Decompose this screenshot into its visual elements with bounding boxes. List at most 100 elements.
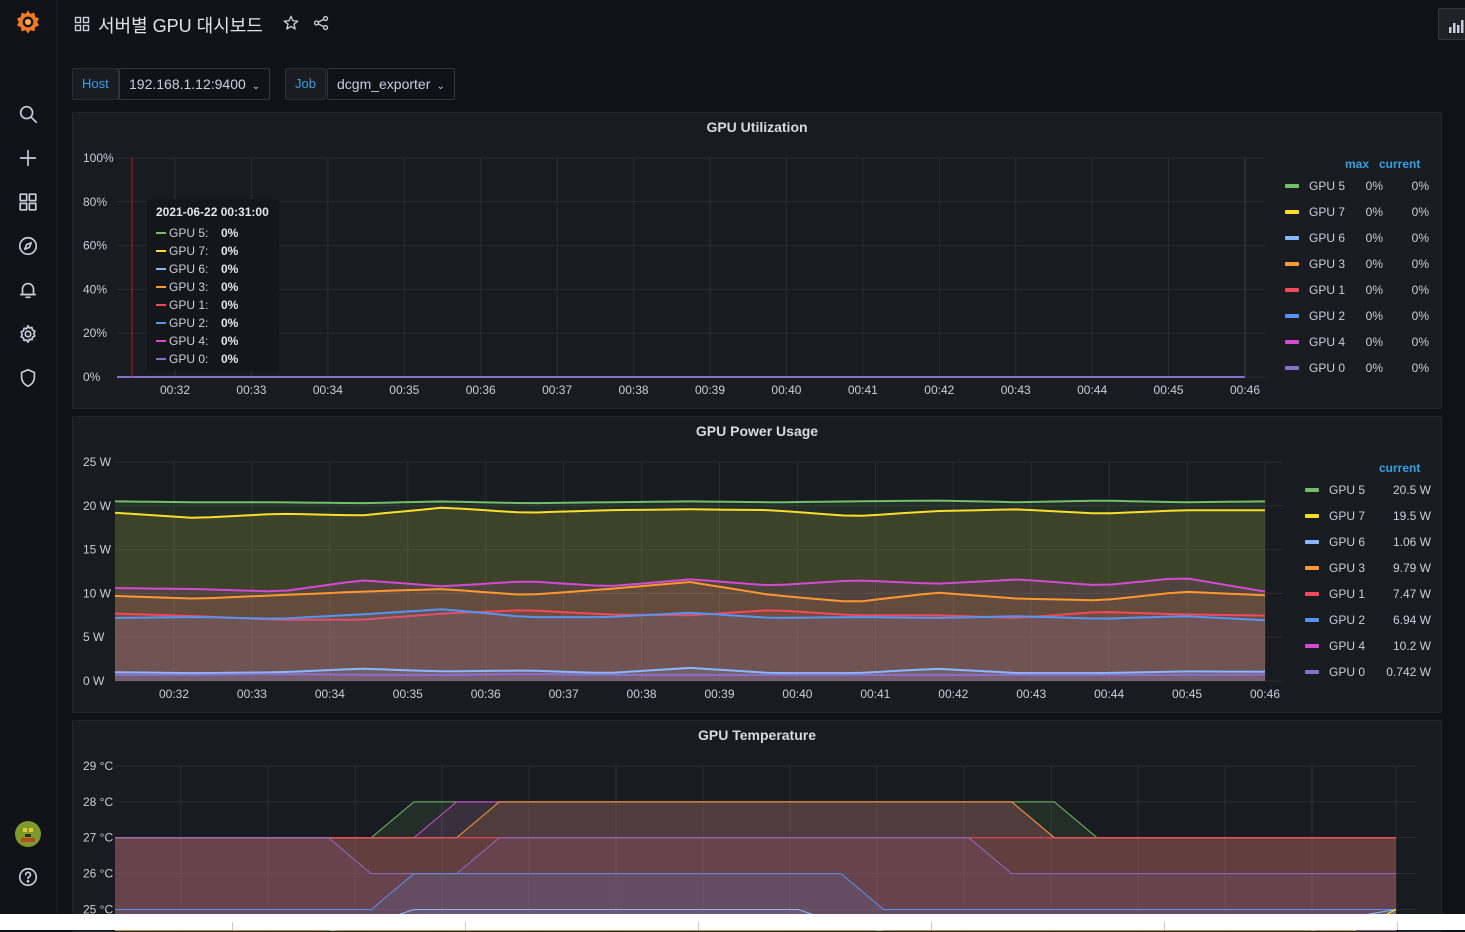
legend-item[interactable]: GPU 0 0% 0%	[1285, 355, 1429, 381]
panel-title[interactable]: GPU Utilization	[706, 119, 808, 135]
legend-series-name[interactable]: GPU 7	[1309, 205, 1346, 219]
avatar[interactable]	[14, 820, 42, 848]
legend-color-swatch[interactable]	[1285, 210, 1299, 214]
legend-header-current[interactable]: current	[1379, 461, 1421, 475]
tooltip-value: 0%	[221, 316, 239, 330]
y-tick-label: 26 °C	[83, 867, 113, 881]
temperature-chart[interactable]: 25 °C 26 °C 27 °C 28 °C 29 °C	[73, 721, 1441, 931]
legend-color-swatch[interactable]	[1285, 236, 1299, 240]
legend-current-value: 0%	[1411, 231, 1429, 245]
legend-series-name[interactable]: GPU 7	[1329, 509, 1366, 523]
x-tick-label: 00:41	[860, 687, 890, 701]
legend-series-name[interactable]: GPU 5	[1329, 483, 1366, 497]
legend-current-value: 0%	[1411, 283, 1429, 297]
panel-gpu-power-usage[interactable]: 0 W 5 W 10 W 15 W 20 W 25 W 00:32 00:33 00:34 00:…	[72, 416, 1442, 713]
y-tick-label: 25 W	[83, 455, 112, 469]
legend-header-max[interactable]: max	[1345, 157, 1370, 171]
tooltip-row: GPU 7: 0%	[156, 244, 238, 258]
utilization-legend: GPU 5 0% 0% GPU 7 0% 0% GPU 6 0% 0% GPU 3 0% 0% GPU …	[1285, 173, 1430, 385]
legend-color-swatch[interactable]	[1305, 540, 1319, 544]
legend-color-swatch[interactable]	[1285, 340, 1299, 344]
legend-series-name[interactable]: GPU 3	[1329, 561, 1366, 575]
help-icon[interactable]	[14, 863, 42, 891]
plus-icon[interactable]	[14, 144, 42, 172]
legend-color-swatch[interactable]	[1305, 514, 1319, 518]
legend-item[interactable]: GPU 0 0.742 W	[1305, 659, 1431, 685]
alerting-bell-icon[interactable]	[14, 276, 42, 304]
panel-title[interactable]: GPU Power Usage	[695, 423, 819, 439]
legend-item[interactable]: GPU 3 9.79 W	[1305, 555, 1431, 581]
tooltip-swatch	[156, 322, 166, 324]
legend-item[interactable]: GPU 2 0% 0%	[1285, 303, 1429, 329]
tooltip-row: GPU 6: 0%	[156, 262, 238, 276]
panel-title[interactable]: GPU Temperature	[698, 727, 816, 743]
panel-gpu-utilization[interactable]: 0% 20% 40% 60% 80% 100% 00:32 00:33 00:34 00:35 00…	[72, 112, 1442, 409]
tooltip-series-name: GPU 1:	[169, 298, 209, 312]
search-icon[interactable]	[14, 100, 42, 128]
legend-color-swatch[interactable]	[1285, 262, 1299, 266]
legend-color-swatch[interactable]	[1305, 488, 1319, 492]
legend-item[interactable]: GPU 7 19.5 W	[1305, 503, 1431, 529]
legend-color-swatch[interactable]	[1305, 592, 1319, 596]
legend-color-swatch[interactable]	[1305, 670, 1319, 674]
panel-gpu-temperature[interactable]: 25 °C 26 °C 27 °C 28 °C 29 °C GPU Temperatur…	[72, 720, 1442, 932]
dashboard-navbar: 서버별 GPU 대시보드	[56, 0, 1465, 48]
legend-item[interactable]: GPU 7 0% 0%	[1285, 199, 1429, 225]
utilization-chart[interactable]: 0% 20% 40% 60% 80% 100% 00:32 00:33 00:34 00:35 00…	[73, 113, 1441, 408]
grafana-logo-icon[interactable]	[14, 8, 42, 36]
dashboards-icon[interactable]	[14, 188, 42, 216]
legend-series-name[interactable]: GPU 4	[1309, 335, 1346, 349]
legend-item[interactable]: GPU 3 0% 0%	[1285, 251, 1429, 277]
legend-series-name[interactable]: GPU 2	[1329, 613, 1366, 627]
legend-series-name[interactable]: GPU 4	[1329, 639, 1366, 653]
legend-color-swatch[interactable]	[1305, 618, 1319, 622]
job-variable-value: dcgm_exporter	[337, 76, 431, 92]
legend-series-name[interactable]: GPU 2	[1309, 309, 1346, 323]
legend-color-swatch[interactable]	[1305, 644, 1319, 648]
legend-item[interactable]: GPU 4 10.2 W	[1305, 633, 1431, 659]
legend-series-name[interactable]: GPU 0	[1309, 361, 1346, 375]
legend-item[interactable]: GPU 1 0% 0%	[1285, 277, 1429, 303]
series-line	[115, 873, 1396, 910]
settings-gear-icon[interactable]	[14, 320, 42, 348]
legend-item[interactable]: GPU 4 0% 0%	[1285, 329, 1429, 355]
series-area	[115, 507, 1265, 681]
legend-series-name[interactable]: GPU 6	[1329, 535, 1366, 549]
legend-series-name[interactable]: GPU 0	[1329, 665, 1366, 679]
host-variable-select[interactable]: 192.168.1.12:9400 ⌄	[119, 68, 271, 100]
bar-chart-icon	[1449, 20, 1464, 33]
legend-header-current[interactable]: current	[1379, 157, 1421, 171]
legend-item[interactable]: GPU 2 6.94 W	[1305, 607, 1431, 633]
tooltip-row: GPU 1: 0%	[156, 298, 238, 312]
job-variable-select[interactable]: dcgm_exporter ⌄	[327, 68, 455, 100]
legend-series-name[interactable]: GPU 1	[1329, 587, 1366, 601]
legend-series-name[interactable]: GPU 3	[1309, 257, 1346, 271]
legend-item[interactable]: GPU 6 1.06 W	[1305, 529, 1431, 555]
dashboard-title[interactable]: 서버별 GPU 대시보드	[98, 16, 263, 36]
add-panel-button[interactable]	[1438, 8, 1465, 40]
tooltip-row: GPU 5: 0%	[156, 226, 238, 240]
series-line	[114, 499, 1266, 505]
legend-series-name[interactable]: GPU 5	[1309, 179, 1346, 193]
legend-color-swatch[interactable]	[1285, 184, 1299, 188]
legend-color-swatch[interactable]	[1285, 314, 1299, 318]
legend-item[interactable]: GPU 1 7.47 W	[1305, 581, 1431, 607]
tooltip-series-name: GPU 6:	[169, 262, 209, 276]
x-tick-label: 00:39	[704, 687, 734, 701]
shield-icon[interactable]	[14, 364, 42, 392]
star-icon[interactable]	[282, 14, 302, 34]
legend-color-swatch[interactable]	[1285, 288, 1299, 292]
series-area	[115, 500, 1265, 681]
legend-item[interactable]: GPU 5 0% 0%	[1285, 173, 1429, 199]
legend-item[interactable]: GPU 6 0% 0%	[1285, 225, 1429, 251]
legend-series-name[interactable]: GPU 6	[1309, 231, 1346, 245]
explore-compass-icon[interactable]	[14, 232, 42, 260]
share-icon[interactable]	[312, 14, 332, 34]
legend-item[interactable]: GPU 5 20.5 W	[1305, 477, 1431, 503]
tooltip-value: 0%	[221, 298, 239, 312]
legend-color-swatch[interactable]	[1285, 366, 1299, 370]
power-usage-chart[interactable]: 0 W 5 W 10 W 15 W 20 W 25 W 00:32 00:33 00:34 00:…	[73, 417, 1441, 712]
legend-series-name[interactable]: GPU 1	[1309, 283, 1346, 297]
legend-color-swatch[interactable]	[1305, 566, 1319, 570]
series-line	[115, 837, 1396, 875]
